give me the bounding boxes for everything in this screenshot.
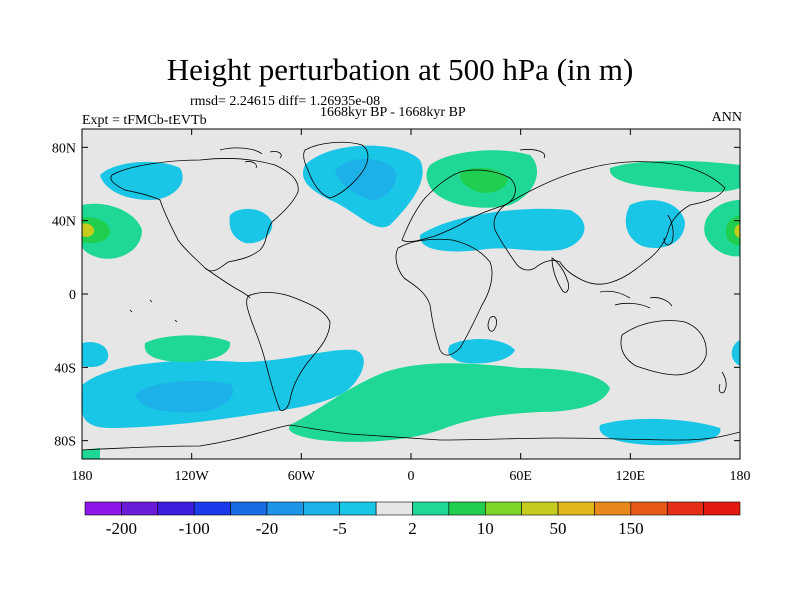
colorbar-swatch — [557, 501, 595, 516]
lat-tick-label: 40S — [54, 361, 76, 376]
coastline-new-zealand — [718, 371, 727, 394]
contour-region — [335, 158, 396, 200]
coastline-africa — [395, 238, 493, 356]
lon-tick-label: 180 — [730, 469, 751, 484]
lat-tick-label: 80S — [54, 435, 76, 450]
coastline-islands — [129, 147, 546, 323]
coastline-australia — [620, 320, 707, 376]
lon-tick-label: 60W — [288, 469, 316, 484]
colorbar-swatch — [121, 501, 159, 516]
contour-region — [82, 203, 142, 259]
contour-region — [82, 448, 100, 459]
contour-region — [419, 208, 585, 252]
contour-region — [82, 217, 110, 244]
colorbar-swatch — [448, 501, 486, 516]
lat-tick-label: 0 — [69, 288, 76, 303]
colorbar-label: 2 — [408, 519, 417, 538]
coastline-japan — [663, 214, 674, 246]
coastline-india — [551, 257, 569, 293]
colorbar-swatch — [521, 501, 559, 516]
contour-region — [144, 335, 231, 362]
coastline-indonesia — [599, 290, 673, 309]
contour-region — [609, 160, 740, 193]
stats-text: rmsd= 2.24615 diff= 1.26935e-08 — [190, 94, 381, 109]
contour-region — [229, 208, 273, 244]
lon-tick-label: 120E — [616, 469, 646, 484]
colorbar-swatch — [266, 501, 304, 516]
colorbar-swatch — [484, 501, 522, 516]
colorbar-swatch — [84, 501, 122, 516]
colorbar-label: -100 — [179, 519, 210, 538]
colorbar-label: 10 — [477, 519, 494, 538]
contour-region — [725, 215, 740, 246]
colorbar-swatch — [666, 501, 704, 516]
colorbar-swatch — [157, 501, 195, 516]
lon-tick-label: 0 — [408, 469, 415, 484]
season-label: ANN — [711, 110, 742, 125]
colorbar-label: 50 — [550, 519, 567, 538]
colorbar-swatch — [703, 501, 741, 516]
contour-region — [599, 418, 721, 446]
colorbar-swatch — [303, 501, 341, 516]
colorbar-swatch — [412, 501, 450, 516]
coastline-south-america — [246, 292, 331, 411]
coastline-greenland — [303, 141, 369, 199]
contour-region — [82, 342, 109, 368]
coastline-central-america — [204, 267, 251, 299]
lat-tick-label: 80N — [52, 141, 76, 156]
coastline-madagascar — [487, 316, 497, 332]
colorbar-swatch — [594, 501, 632, 516]
contour-region — [625, 200, 685, 249]
lat-tick-label: 40N — [52, 215, 76, 230]
colorbar-label: -5 — [333, 519, 347, 538]
lon-tick-label: 60E — [509, 469, 532, 484]
coastline-north-america — [110, 158, 299, 272]
axis-ticks: 180 120W 60W 0 60E 120E 180 80N 40N 0 40S 80S — [52, 129, 751, 484]
colorbar-swatch — [193, 501, 231, 516]
contour-fills — [82, 145, 740, 459]
contour-region — [731, 340, 740, 366]
lon-tick-label: 120W — [175, 469, 210, 484]
contour-region — [448, 338, 515, 364]
coastlines — [82, 141, 740, 451]
experiment-label: Expt = tFMCb-tEVTb — [82, 113, 207, 128]
coastline-antarctica — [82, 424, 740, 451]
coastline-asia — [493, 161, 726, 285]
contour-region — [459, 167, 508, 193]
contour-region — [135, 380, 234, 413]
plot-title: Height perturbation at 500 hPa (in m) — [166, 52, 634, 87]
colorbar-swatch — [339, 501, 377, 516]
colorbar-label: -200 — [106, 519, 137, 538]
lon-tick-label: 180 — [72, 469, 93, 484]
contour-region — [82, 223, 95, 237]
colorbar-swatch — [230, 501, 268, 516]
colorbar-label: -20 — [256, 519, 279, 538]
colorbar-swatch — [375, 501, 413, 516]
contour-region — [288, 363, 610, 442]
colorbar: -200 -100 -20 -5 2 10 50 150 — [84, 501, 741, 538]
colorbar-swatch — [630, 501, 668, 516]
period-label: 1668kyr BP - 1668kyr BP — [320, 105, 466, 120]
colorbar-label: 150 — [618, 519, 644, 538]
coastline-europe — [401, 169, 516, 243]
contour-region — [734, 224, 740, 238]
